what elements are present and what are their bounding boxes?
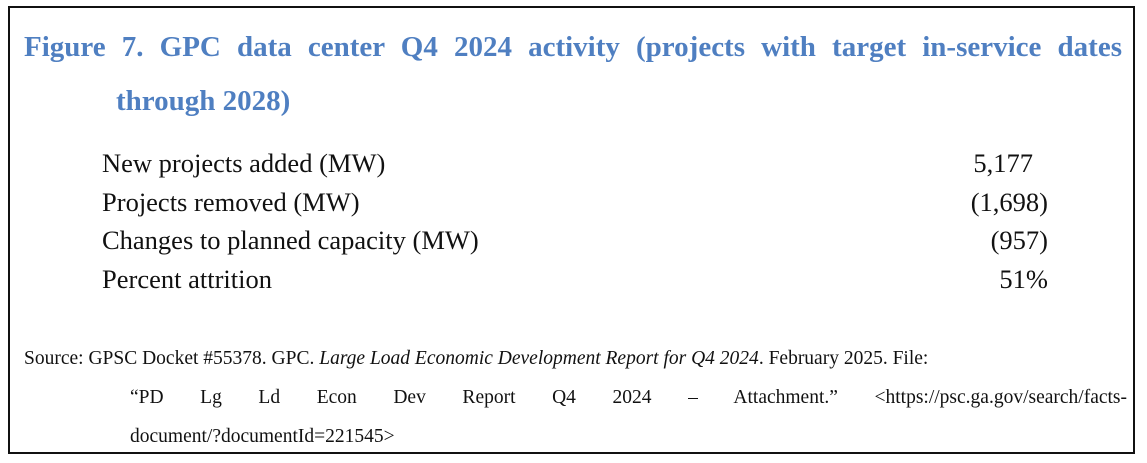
figure-frame: Figure 7. GPC data center Q4 2024 activi… — [8, 6, 1135, 454]
source-line-2: “PD Lg Ld Econ Dev Report Q4 2024 – Atta… — [130, 387, 1127, 408]
source-citation: Source: GPSC Docket #55378. GPC. Large L… — [24, 339, 1127, 456]
row-value: 5,177 — [973, 148, 1033, 178]
row-value: (1,698) — [970, 186, 1048, 217]
source-prefix: Source: GPSC Docket #55378. GPC. — [24, 348, 320, 369]
activity-table: New projects added (MW) 5,177 Projects r… — [102, 148, 1048, 302]
source-line-2-wrap: “PD Lg Ld Econ Dev Report Q4 2024 – Atta… — [24, 378, 1127, 417]
figure-title-line-1: Figure 7. GPC data center Q4 2024 activi… — [24, 31, 1122, 63]
table-row-percent-attrition: Percent attrition 51% — [102, 264, 1048, 303]
row-label: Changes to planned capacity (MW) — [102, 225, 479, 255]
row-value: 51% — [999, 263, 1048, 294]
source-line-1: Source: GPSC Docket #55378. GPC. Large L… — [24, 339, 1127, 378]
table-row-projects-removed: Projects removed (MW) (1,698) — [102, 187, 1048, 226]
row-label: Projects removed (MW) — [102, 186, 360, 217]
row-label: Percent attrition — [102, 263, 272, 294]
figure-title: Figure 7. GPC data center Q4 2024 activi… — [24, 20, 1122, 128]
table-row-capacity-changes: Changes to planned capacity (MW) (957) — [102, 225, 1048, 264]
figure-title-line-2: through 2028) — [116, 85, 291, 117]
table-row-new-projects: New projects added (MW) 5,177 — [102, 148, 1048, 187]
source-report-title: Large Load Economic Development Report f… — [319, 348, 759, 369]
row-value: (957) — [990, 225, 1048, 255]
source-line-3: document/?documentId=221545> — [130, 426, 395, 447]
row-label: New projects added (MW) — [102, 148, 386, 178]
source-after-title: . February 2025. File: — [758, 348, 929, 369]
